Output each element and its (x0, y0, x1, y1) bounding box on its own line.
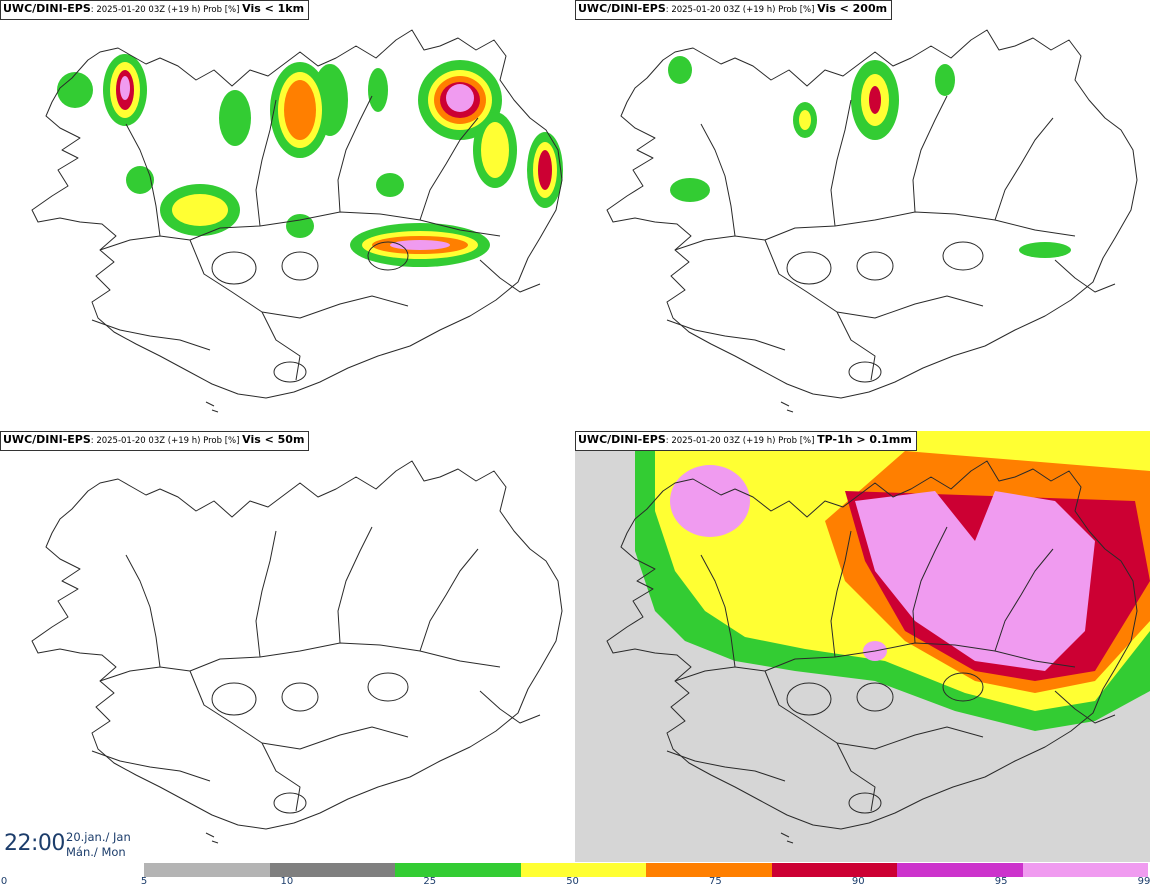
colorbar-segment (520, 863, 646, 877)
map-panel-precip: UWC/DINI-EPS: 2025-01-20 03Z (+19 h) Pro… (575, 431, 1150, 862)
iceland-map (606, 29, 1138, 413)
map-panel-vis-50m: UWC/DINI-EPS: 2025-01-20 03Z (+19 h) Pro… (0, 431, 575, 862)
panel-title: UWC/DINI-EPS: 2025-01-20 03Z (+19 h) Pro… (575, 431, 917, 451)
colorbar-segment (144, 863, 270, 877)
map-panel-vis-1km: UWC/DINI-EPS: 2025-01-20 03Z (+19 h) Pro… (0, 0, 575, 431)
colorbar-segment (771, 863, 897, 877)
colorbar-tick-label: 5 (140, 876, 148, 887)
date-line-1: 20.jan./ Jan (66, 830, 131, 844)
date-line-2: Mán./ Mon (66, 845, 126, 859)
colorbar-segment (646, 863, 772, 877)
panel-title: UWC/DINI-EPS: 2025-01-20 03Z (+19 h) Pro… (0, 0, 310, 20)
colorbar (144, 863, 1148, 877)
panel-title: UWC/DINI-EPS: 2025-01-20 03Z (+19 h) Pro… (575, 0, 893, 20)
iceland-map (31, 29, 563, 413)
panel-title: UWC/DINI-EPS: 2025-01-20 03Z (+19 h) Pro… (0, 431, 310, 451)
colorbar-tick-label: 50 (566, 876, 579, 887)
colorbar-tick-label: 0 (0, 876, 8, 887)
colorbar-tick-label: 75 (709, 876, 722, 887)
valid-date: 20.jan./ Jan Mán./ Mon (66, 830, 131, 860)
valid-time-box: 22:00 20.jan./ Jan Mán./ Mon (0, 825, 135, 865)
colorbar-tick-label: 95 (994, 876, 1008, 887)
colorbar-segment (395, 863, 521, 877)
colorbar-segment (897, 863, 1023, 877)
colorbar-segment (269, 863, 395, 877)
colorbar-tick-label: 90 (851, 876, 865, 887)
colorbar-tick-label: 25 (423, 876, 437, 887)
map-panel-vis-200m: UWC/DINI-EPS: 2025-01-20 03Z (+19 h) Pro… (575, 0, 1150, 431)
valid-time: 22:00 (4, 831, 65, 856)
iceland-map (575, 431, 1150, 862)
iceland-map (31, 460, 563, 844)
colorbar-tick-label: 10 (280, 876, 294, 887)
colorbar-segment (1022, 863, 1148, 877)
colorbar-tick-label: 99 (1137, 876, 1150, 887)
